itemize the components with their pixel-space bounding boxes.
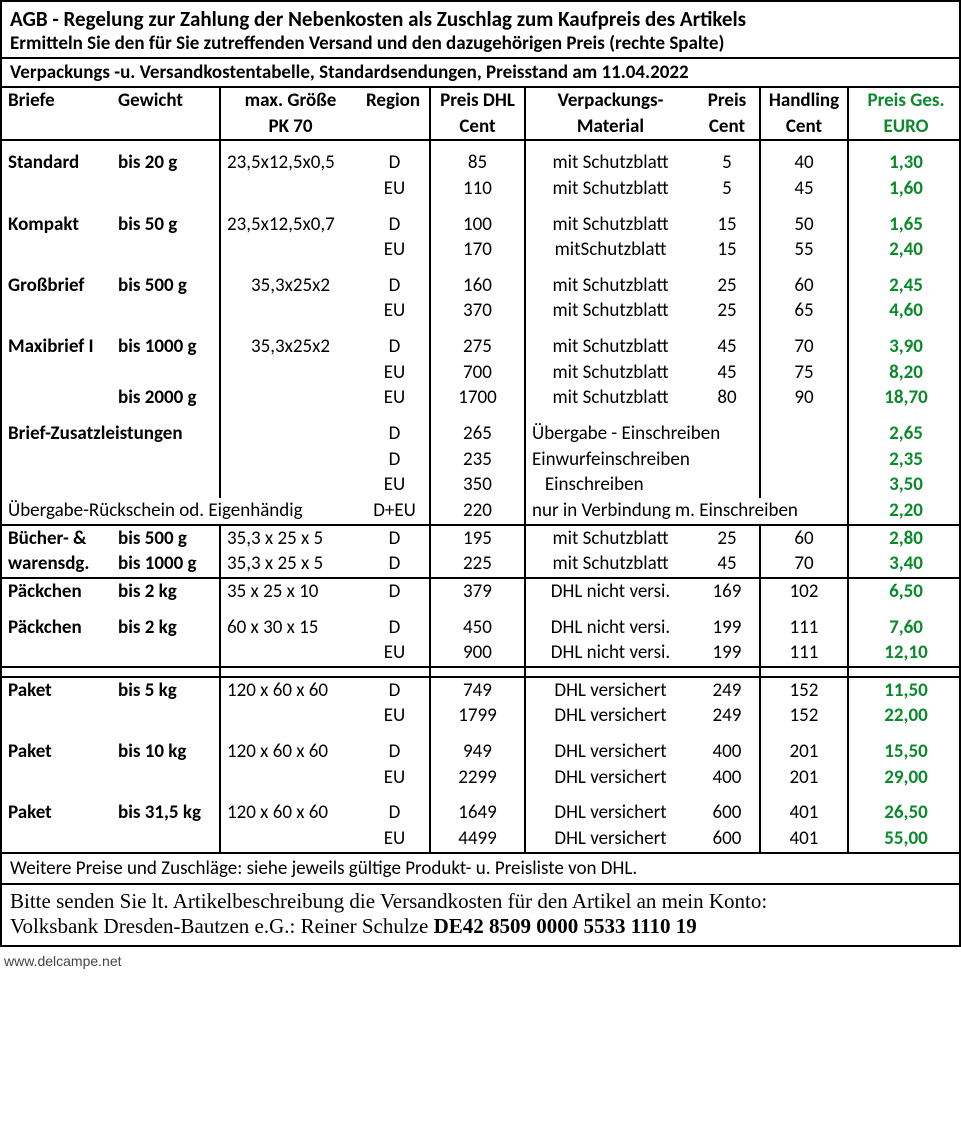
hdr-briefe: Briefe [2,88,112,114]
table-row: Bücher- & bis 500 g 35,3 x 25 x 5 D 195 … [2,525,961,552]
header-row-1: Briefe Gewicht max. Größe Region Preis D… [2,88,961,114]
iban-number: DE42 8509 0000 5533 1110 19 [434,914,697,938]
footer-bank-line: Volksbank Dresden-Bautzen e.G.: Reiner S… [10,914,951,939]
title-line-2: Ermitteln Sie den für Sie zutreffenden V… [10,32,951,55]
table-row: EU 370 mit Schutzblatt 25 65 4,60 [2,298,961,324]
table-row: bis 2000 g EU 1700 mit Schutzblatt 80 90… [2,385,961,411]
hdr-groesse: max. Größe [220,88,360,114]
hdr-preis-ges: Preis Ges. [848,88,961,114]
footer-note-dhl: Weitere Preise und Zuschläge: siehe jewe… [2,852,959,885]
table-row: Päckchen bis 2 kg 60 x 30 x 15 D 450 DHL… [2,615,961,641]
table-subheading: Verpackungs -u. Versandkostentabelle, St… [2,59,959,88]
hdr-handling: Handling [760,88,848,114]
table-row: Übergabe-Rückschein od. Eigenhändig D+EU… [2,498,961,525]
title-line-1: AGB - Regelung zur Zahlung der Nebenkost… [10,6,951,32]
hdr-region: Region [360,88,430,114]
header-row-2: PK 70 Cent Material Cent Cent EURO [2,114,961,141]
footer-payment-block: Bitte senden Sie lt. Artikelbeschreibung… [2,885,959,945]
table-row: EU 4499 DHL versichert 600 401 55,00 [2,826,961,852]
table-row: D 235 Einwurfeinschreiben 2,35 [2,447,961,473]
table-row: EU 110 mit Schutzblatt 5 45 1,60 [2,176,961,202]
table-row: EU 1799 DHL versichert 249 152 22,00 [2,703,961,729]
table-row: Maxibrief I bis 1000 g 35,3x25x2 D 275 m… [2,334,961,360]
shipping-cost-document: AGB - Regelung zur Zahlung der Nebenkost… [0,0,961,947]
table-row: Paket bis 10 kg 120 x 60 x 60 D 949 DHL … [2,739,961,765]
table-row: Päckchen bis 2 kg 35 x 25 x 10 D 379 DHL… [2,578,961,605]
table-row: Paket bis 31,5 kg 120 x 60 x 60 D 1649 D… [2,800,961,826]
hdr-preis-cent: Preis [695,88,760,114]
table-row: Großbrief bis 500 g 35,3x25x2 D 160 mit … [2,273,961,299]
hdr-preis-dhl: Preis DHL [430,88,525,114]
table-row: EU 700 mit Schutzblatt 45 75 8,20 [2,360,961,386]
shipping-table: Briefe Gewicht max. Größe Region Preis D… [2,88,961,852]
table-row: EU 2299 DHL versichert 400 201 29,00 [2,765,961,791]
table-row: Kompakt bis 50 g 23,5x12,5x0,7 D 100 mit… [2,212,961,238]
table-row: EU 350 Einschreiben 3,50 [2,472,961,498]
watermark-source: www.delcampe.net [0,947,961,969]
table-row: warensdg. bis 1000 g 35,3 x 25 x 5 D 225… [2,551,961,578]
table-row: Brief-Zusatzleistungen D 265 Übergabe - … [2,421,961,447]
hdr-verpackung: Verpackungs- [525,88,695,114]
table-row: Standard bis 20 g 23,5x12,5x0,5 D 85 mit… [2,150,961,176]
hdr-gewicht: Gewicht [112,88,220,114]
table-row: EU 900 DHL nicht versi. 199 111 12,10 [2,640,961,667]
title-block: AGB - Regelung zur Zahlung der Nebenkost… [2,2,959,59]
footer-payment-line: Bitte senden Sie lt. Artikelbeschreibung… [10,889,951,914]
table-row: EU 170 mitSchutzblatt 15 55 2,40 [2,237,961,263]
table-row: Paket bis 5 kg 120 x 60 x 60 D 749 DHL v… [2,677,961,704]
